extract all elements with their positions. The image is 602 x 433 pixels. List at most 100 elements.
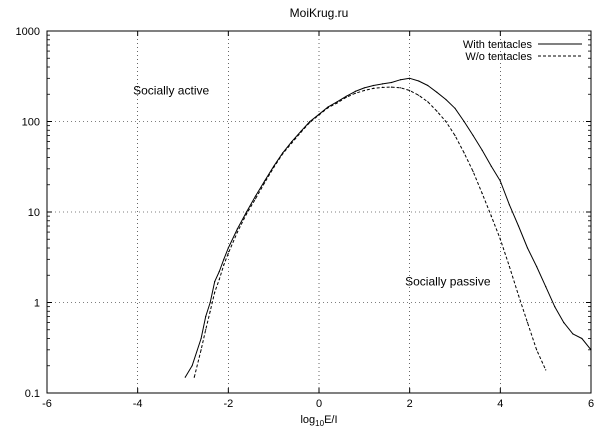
series-1-point xyxy=(254,198,257,200)
series-0-point xyxy=(572,333,574,335)
x-tick-label: -4 xyxy=(133,398,143,410)
series-0-point xyxy=(481,149,483,151)
y-tick-label: 1000 xyxy=(16,26,40,38)
series-1-point xyxy=(363,89,365,92)
x-label-subscript: 10 xyxy=(315,419,324,428)
series-1-point xyxy=(400,87,402,89)
series-1-point xyxy=(463,152,465,154)
series-0-point xyxy=(223,258,225,260)
series-0-point xyxy=(526,247,529,249)
series-1-point xyxy=(227,252,229,254)
series-1-point xyxy=(218,278,220,280)
series-0-point xyxy=(581,337,583,340)
series-1-point xyxy=(300,131,302,133)
series-1-point xyxy=(291,142,293,144)
series-1-point xyxy=(309,121,311,123)
series-0-point xyxy=(454,107,456,109)
series-0-point xyxy=(372,84,374,87)
series-0-point xyxy=(517,225,520,227)
series-0-point xyxy=(490,165,492,167)
legend-label: With tentacles xyxy=(463,39,533,51)
series-1-point xyxy=(193,376,195,378)
series-0-point xyxy=(554,306,556,308)
series-1-point xyxy=(372,87,374,89)
series-0-point xyxy=(345,95,347,97)
ticks xyxy=(46,30,592,394)
series-1-point xyxy=(381,86,384,88)
series-0-point xyxy=(354,90,356,92)
series-0-point xyxy=(409,77,411,79)
series-0-point xyxy=(472,134,474,137)
x-tick-label: 0 xyxy=(316,398,322,410)
series-1-point xyxy=(472,170,474,173)
series-1-point xyxy=(499,238,501,240)
x-axis-label: log10E/I xyxy=(300,414,337,428)
series-0-point xyxy=(214,281,216,283)
series-1-point xyxy=(282,153,284,155)
series-1-point xyxy=(236,231,238,233)
series-1-point xyxy=(490,215,492,217)
tick-labels: -6 -4 -2 0 2 4 6 0.1 1 10 100 1000 xyxy=(16,26,595,410)
y-tick-label: 100 xyxy=(22,117,40,129)
series-0-point xyxy=(245,211,248,213)
x-tick-label: 6 xyxy=(588,398,594,410)
y-tick-label: 1 xyxy=(34,298,40,310)
series-1-point xyxy=(454,134,456,137)
series-1-point xyxy=(223,264,225,266)
series-0-point xyxy=(218,270,220,273)
series-1-point xyxy=(526,322,529,324)
series-0-point xyxy=(236,228,238,230)
x-tick-label: -6 xyxy=(42,398,52,410)
series-1-point xyxy=(409,89,411,92)
x-tick-label: -2 xyxy=(223,398,233,410)
series-0-point xyxy=(200,337,202,340)
legend-label: W/o tentacles xyxy=(465,51,532,63)
series-1-point xyxy=(536,349,538,351)
series-layer xyxy=(184,77,592,378)
series-1-point xyxy=(508,265,510,268)
series-1-point xyxy=(517,294,520,296)
series-1-point xyxy=(481,192,483,195)
grid xyxy=(47,31,591,393)
series-1-point xyxy=(327,107,329,109)
series-0-point xyxy=(427,84,429,87)
series-0-point xyxy=(184,376,186,378)
series-0-point xyxy=(363,87,365,89)
series-1-point xyxy=(273,166,275,169)
series-0-point xyxy=(563,322,565,324)
series-0-point xyxy=(254,195,257,197)
series-1-point xyxy=(336,102,338,104)
series-1-point xyxy=(418,94,420,96)
x-label-base: log xyxy=(300,414,315,426)
series-0-point xyxy=(463,120,465,123)
annotations: Socially active Socially passive xyxy=(133,83,491,288)
x-tick-label: 2 xyxy=(407,398,413,410)
x-label-rest: E/I xyxy=(324,414,337,426)
series-0-point xyxy=(381,83,384,85)
series-1-point xyxy=(209,310,211,312)
series-0-point xyxy=(209,301,211,304)
series-0-point xyxy=(508,204,510,206)
x-tick-label: 4 xyxy=(497,398,503,410)
series-1-point xyxy=(245,213,248,215)
series-1-point xyxy=(390,86,393,88)
annotation-text: Socially passive xyxy=(405,274,491,288)
series-1-point xyxy=(264,182,266,184)
series-0-point xyxy=(264,180,266,182)
y-tick-label: 10 xyxy=(28,207,40,219)
series-0-point xyxy=(336,101,338,103)
series-0-point xyxy=(499,180,501,182)
y-tick-label: 0.1 xyxy=(25,388,40,400)
series-1-point xyxy=(427,101,429,103)
series-line-1 xyxy=(193,86,547,378)
series-line-0 xyxy=(184,77,592,378)
series-1-point xyxy=(214,291,216,293)
series-0-point xyxy=(400,79,402,81)
series-0-point xyxy=(436,91,438,93)
series-1-point xyxy=(345,96,347,98)
series-1-point xyxy=(545,369,547,371)
chart-title: MoiKrug.ru xyxy=(290,6,349,20)
series-0-point xyxy=(445,98,447,101)
series-0-point xyxy=(418,80,420,82)
